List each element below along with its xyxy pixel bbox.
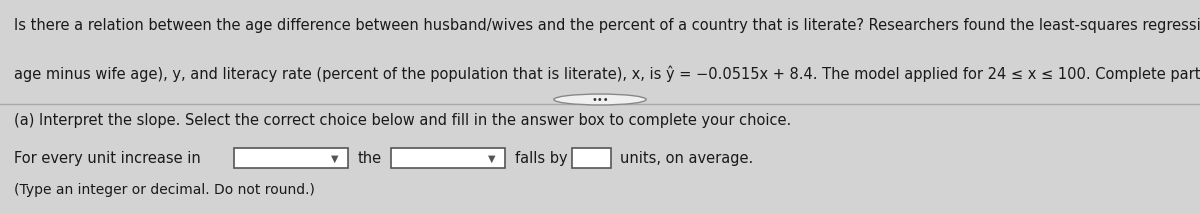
FancyBboxPatch shape [572,148,611,168]
Text: falls by: falls by [515,151,568,166]
FancyBboxPatch shape [234,148,348,168]
Text: units, on average.: units, on average. [620,151,754,166]
Text: the: the [358,151,382,166]
Text: ▼: ▼ [488,153,496,163]
FancyBboxPatch shape [391,148,505,168]
Ellipse shape [553,94,647,105]
Text: (a) Interpret the slope. Select the correct choice below and fill in the answer : (a) Interpret the slope. Select the corr… [14,113,792,128]
Text: age minus wife age), y, and literacy rate (percent of the population that is lit: age minus wife age), y, and literacy rat… [14,66,1200,82]
Text: Is there a relation between the age difference between husband/wives and the per: Is there a relation between the age diff… [14,18,1200,33]
Text: ▼: ▼ [331,153,338,163]
Text: (Type an integer or decimal. Do not round.): (Type an integer or decimal. Do not roun… [14,183,316,196]
Text: •••: ••• [592,95,608,105]
Text: For every unit increase in: For every unit increase in [14,151,202,166]
